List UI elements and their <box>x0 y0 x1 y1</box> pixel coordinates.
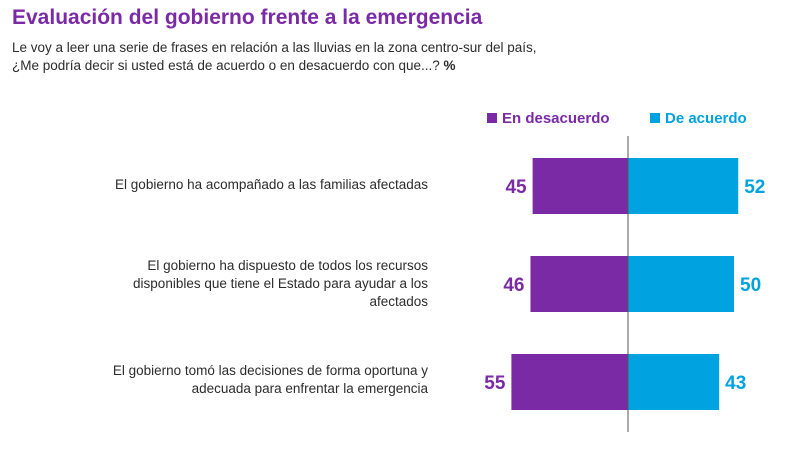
category-label-line: afectados <box>369 294 428 309</box>
bar-agree <box>628 158 739 214</box>
bar-disagree <box>532 158 628 214</box>
chart-subtitle: Le voy a leer una serie de frases en rel… <box>12 39 712 75</box>
subtitle-line-1: Le voy a leer una serie de frases en rel… <box>12 40 537 55</box>
page-title: Evaluación del gobierno frente a la emer… <box>12 6 483 29</box>
subtitle-line-2: ¿Me podría decir si usted está de acuerd… <box>12 57 712 75</box>
bar-agree <box>628 354 720 410</box>
legend-swatch-disagree <box>487 113 497 123</box>
data-label-agree: 52 <box>744 177 765 198</box>
subtitle-unit: % <box>443 58 456 73</box>
data-label-disagree: 46 <box>503 275 524 296</box>
category-label: El gobierno ha dispuesto de todos los re… <box>8 257 428 311</box>
data-label-disagree: 55 <box>484 373 506 394</box>
bar-disagree <box>530 256 628 312</box>
legend-label-agree: De acuerdo <box>665 109 747 127</box>
category-label-line: El gobierno ha acompañado a las familias… <box>115 177 428 192</box>
category-label: El gobierno ha acompañado a las familias… <box>8 176 428 194</box>
category-label-line: disponibles que tiene el Estado para ayu… <box>133 276 428 291</box>
legend-item-agree: De acuerdo <box>650 108 747 128</box>
data-label-disagree: 45 <box>505 177 527 198</box>
bar-disagree <box>511 354 628 410</box>
legend-item-disagree: En desacuerdo <box>487 108 610 128</box>
data-label-agree: 50 <box>740 275 761 296</box>
data-label-agree: 43 <box>725 373 746 394</box>
subtitle-question: ¿Me podría decir si usted está de acuerd… <box>12 58 440 73</box>
category-label-line: El gobierno ha dispuesto de todos los re… <box>147 258 428 273</box>
category-label: El gobierno tomó las decisiones de forma… <box>8 362 428 398</box>
legend-swatch-agree <box>650 113 660 123</box>
category-label-line: El gobierno tomó las decisiones de forma… <box>112 363 428 378</box>
bar-agree <box>628 256 734 312</box>
category-label-line: adecuada para enfrentar la emergencia <box>191 381 428 396</box>
legend-label-disagree: En desacuerdo <box>502 109 610 127</box>
